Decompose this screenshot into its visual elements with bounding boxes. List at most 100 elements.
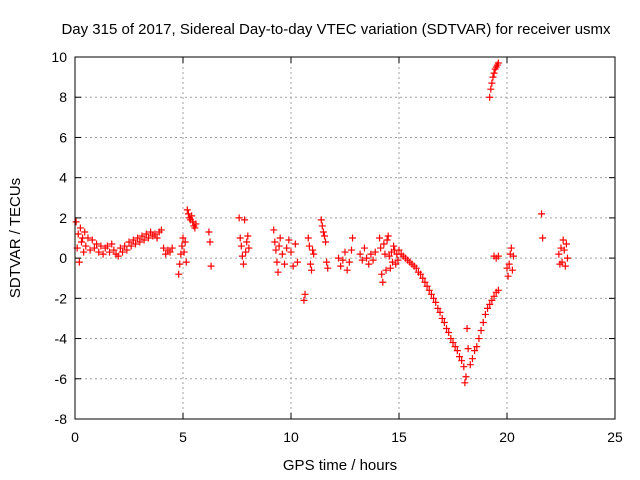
data-point — [419, 274, 427, 282]
data-point — [345, 258, 353, 266]
data-point — [108, 240, 116, 248]
data-point — [278, 250, 286, 258]
data-point — [475, 335, 483, 343]
y-tick-label: 0 — [59, 250, 67, 266]
x-axis-label: GPS time / hours — [283, 457, 397, 474]
data-point — [335, 254, 343, 262]
data-point — [151, 230, 159, 238]
x-tick-label: 20 — [499, 429, 515, 445]
data-point — [436, 308, 444, 316]
data-point — [317, 216, 325, 224]
data-point — [484, 304, 492, 312]
data-point — [324, 264, 332, 272]
data-point — [76, 224, 84, 232]
data-point — [97, 242, 105, 250]
data-point — [176, 260, 184, 268]
data-point — [180, 248, 188, 256]
data-point — [182, 258, 190, 266]
data-point — [99, 250, 107, 258]
data-point — [341, 248, 349, 256]
data-point — [462, 373, 470, 381]
data-point — [558, 258, 566, 266]
data-point — [74, 230, 82, 238]
data-point — [319, 228, 327, 236]
data-point — [380, 240, 388, 248]
data-point — [384, 232, 392, 240]
data-point — [440, 318, 448, 326]
data-point — [191, 224, 199, 232]
data-point — [140, 236, 148, 244]
data-point — [77, 238, 85, 246]
data-point — [129, 236, 137, 244]
data-point — [489, 73, 497, 81]
data-point — [377, 244, 385, 252]
data-point — [72, 218, 80, 226]
data-point — [356, 250, 364, 258]
chart-title: Day 315 of 2017, Sidereal Day-to-day VTE… — [61, 21, 611, 38]
data-point — [136, 238, 144, 246]
data-point — [508, 266, 516, 274]
data-point — [289, 262, 297, 270]
data-point — [430, 294, 438, 302]
data-point — [121, 242, 129, 250]
data-point — [427, 290, 435, 298]
data-point — [503, 264, 511, 272]
data-point — [376, 234, 384, 242]
data-point — [301, 290, 309, 298]
data-point — [445, 329, 453, 337]
data-point — [539, 234, 547, 242]
data-point — [270, 226, 278, 234]
data-point — [423, 282, 431, 290]
data-point — [275, 242, 283, 250]
data-point — [447, 335, 455, 343]
data-point — [93, 240, 101, 248]
data-point — [106, 248, 114, 256]
data-point — [322, 238, 330, 246]
data-point — [245, 244, 253, 252]
data-point — [538, 210, 546, 218]
data-point — [369, 256, 377, 264]
y-tick-label: 8 — [59, 89, 67, 105]
data-point — [90, 244, 98, 252]
data-point — [308, 266, 316, 274]
data-point — [305, 242, 313, 250]
data-point — [80, 248, 88, 256]
data-point — [463, 325, 471, 332]
data-point — [153, 234, 161, 242]
data-point — [119, 248, 127, 256]
data-point — [142, 230, 150, 238]
data-point — [347, 246, 355, 254]
data-point — [358, 256, 366, 264]
data-point — [367, 250, 375, 258]
y-tick-label: 2 — [59, 210, 67, 226]
data-point — [283, 244, 291, 252]
data-point — [134, 234, 142, 242]
y-axis-label: SDTVAR / TECUs — [7, 178, 24, 298]
data-point — [192, 220, 200, 228]
data-point — [488, 296, 496, 304]
data-point — [81, 228, 89, 236]
data-point — [479, 318, 487, 326]
data-point — [365, 260, 373, 268]
data-point — [285, 236, 293, 244]
data-point — [494, 252, 502, 260]
data-point — [339, 256, 347, 264]
data-point — [207, 262, 215, 270]
y-tick-label: 10 — [51, 49, 67, 65]
data-point — [343, 266, 351, 274]
data-point — [488, 79, 496, 87]
data-point — [103, 242, 111, 250]
data-point — [363, 254, 371, 262]
data-point — [310, 250, 318, 258]
y-tick-label: -8 — [55, 411, 68, 427]
data-point — [494, 59, 502, 67]
data-point — [114, 252, 122, 260]
data-point — [323, 258, 331, 266]
data-point — [425, 286, 433, 294]
data-point — [306, 260, 314, 268]
data-point — [287, 248, 295, 256]
data-point — [477, 327, 485, 335]
data-point — [88, 236, 96, 244]
data-point — [243, 238, 251, 246]
data-point — [300, 296, 308, 304]
